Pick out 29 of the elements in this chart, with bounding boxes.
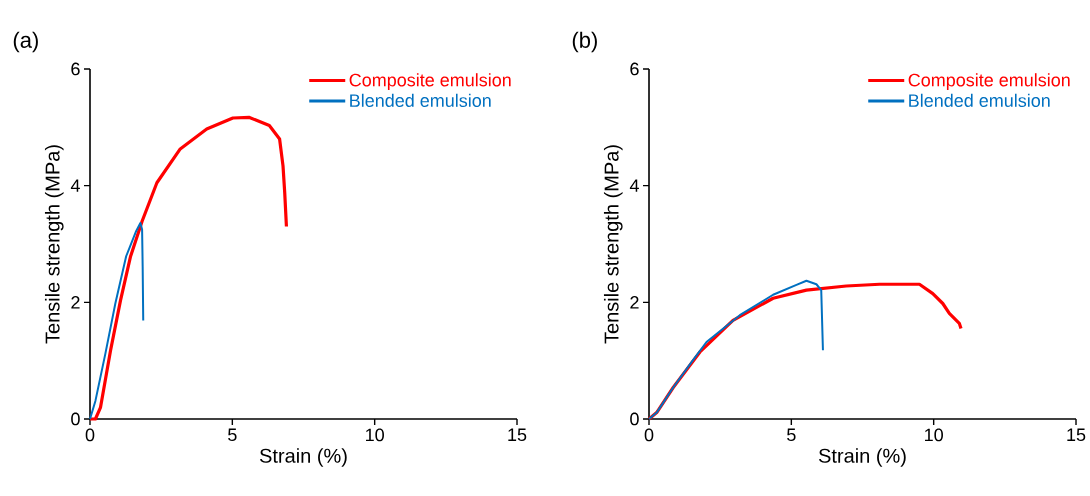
chart-title: (a) <box>13 31 38 53</box>
x-tick-label: 5 <box>787 428 796 442</box>
x-tick-label: 10 <box>366 428 384 442</box>
x-axis-title: Strain (%) <box>818 448 906 467</box>
legend-label: Composite emulsion <box>908 73 1070 90</box>
y-axis-title: Tensile strength (MPa) <box>44 145 64 344</box>
legend-label: Blended emulsion <box>350 93 491 107</box>
y-axis-title: Tensile strength (MPa) <box>603 145 623 344</box>
y-tick-label: 4 <box>70 179 80 192</box>
legend-label: Blended emulsion <box>909 93 1050 107</box>
x-tick-label: 5 <box>228 428 237 442</box>
line-series <box>648 279 824 420</box>
y-tick-label: 6 <box>71 62 80 76</box>
x-tick-label: 0 <box>644 428 654 442</box>
y-tick-label: 2 <box>630 296 639 309</box>
y-tick-label: 2 <box>71 296 80 309</box>
y-tick-label: 6 <box>630 62 639 76</box>
x-tick-label: 0 <box>85 428 95 442</box>
chart-title: (b) <box>572 31 597 53</box>
x-tick-label: 15 <box>508 428 527 442</box>
y-tick-label: 0 <box>71 412 80 426</box>
legend-label: Composite emulsion <box>349 73 511 90</box>
x-tick-label: 10 <box>925 428 943 442</box>
y-tick-label: 4 <box>629 179 639 192</box>
x-axis-title: Strain (%) <box>259 448 347 467</box>
x-tick-label: 15 <box>1067 428 1086 442</box>
y-tick-label: 0 <box>630 412 639 426</box>
line-series <box>88 115 289 421</box>
line-series <box>89 222 145 420</box>
